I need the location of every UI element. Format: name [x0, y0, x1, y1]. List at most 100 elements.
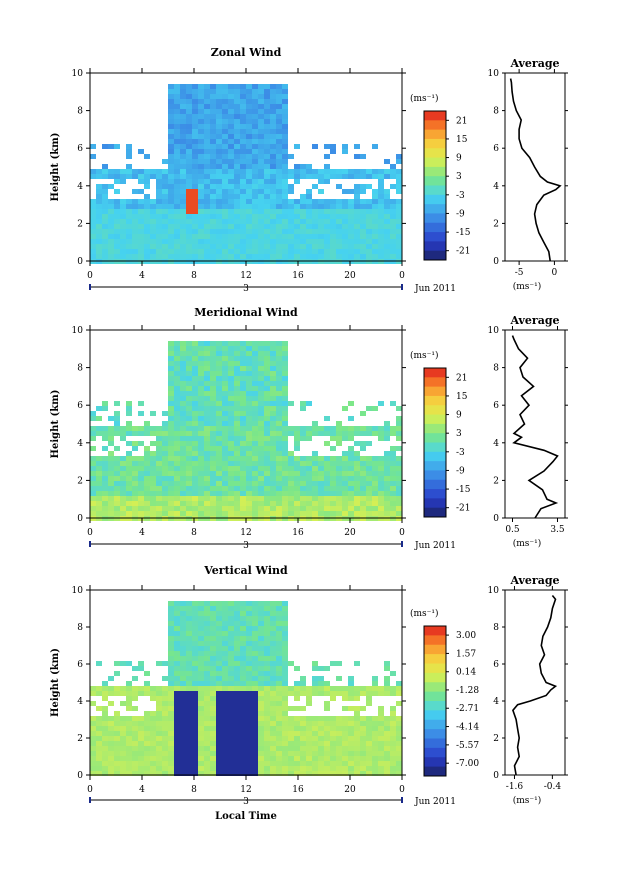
- heatmap-cell: [264, 139, 270, 144]
- heatmap-cell: [300, 751, 306, 756]
- heatmap-cell: [132, 476, 138, 481]
- heatmap-cell: [342, 496, 348, 501]
- heatmap-cell: [222, 716, 228, 721]
- heatmap-cell: [318, 426, 324, 431]
- heatmap-cell: [138, 471, 144, 476]
- heatmap-cell: [270, 641, 276, 646]
- heatmap-cell: [120, 426, 126, 431]
- heatmap-cell: [222, 366, 228, 371]
- heatmap-cell: [258, 154, 264, 159]
- heatmap-cell: [198, 761, 204, 766]
- heatmap-cell: [222, 431, 228, 436]
- heatmap-cell: [168, 721, 174, 726]
- heatmap-cell: [324, 761, 330, 766]
- heatmap-cell: [180, 741, 186, 746]
- heatmap-cell: [372, 471, 378, 476]
- heatmap-cell: [132, 731, 138, 736]
- heatmap-cell: [210, 244, 216, 249]
- heatmap-cell: [234, 651, 240, 656]
- heatmap-cell: [102, 506, 108, 511]
- heatmap-cell: [216, 119, 222, 124]
- heatmap-cell: [246, 254, 252, 259]
- heatmap-cell: [258, 721, 264, 726]
- heatmap-cell: [114, 771, 120, 776]
- heatmap-cell: [222, 481, 228, 486]
- heatmap-cell: [330, 174, 336, 179]
- heatmap-cell: [336, 239, 342, 244]
- heatmap-cell: [216, 401, 222, 406]
- heatmap-cell: [168, 179, 174, 184]
- heatmap-cell: [348, 476, 354, 481]
- heatmap-cell: [270, 134, 276, 139]
- heatmap-cell: [246, 94, 252, 99]
- heatmap-cell: [102, 431, 108, 436]
- heatmap-cell: [366, 239, 372, 244]
- heatmap-cell: [372, 756, 378, 761]
- heatmap-cell: [168, 184, 174, 189]
- heatmap-cell: [210, 726, 216, 731]
- heatmap-cell: [258, 716, 264, 721]
- heatmap-cell: [186, 154, 192, 159]
- heatmap-cell: [150, 224, 156, 229]
- heatmap-cell: [96, 771, 102, 776]
- heatmap-cell: [264, 351, 270, 356]
- heatmap-cell: [234, 194, 240, 199]
- heatmap-cell: [204, 756, 210, 761]
- heatmap-cell: [252, 646, 258, 651]
- heatmap-cell: [366, 701, 372, 706]
- heatmap-cell: [228, 124, 234, 129]
- heatmap-cell: [150, 471, 156, 476]
- heatmap-cell: [342, 144, 348, 149]
- heatmap-cell: [264, 134, 270, 139]
- heatmap-cell: [366, 751, 372, 756]
- heatmap-cell: [222, 746, 228, 751]
- heatmap-cell: [228, 626, 234, 631]
- heatmap-cell: [168, 169, 174, 174]
- heatmap-cell: [216, 446, 222, 451]
- heatmap-cell: [102, 229, 108, 234]
- heatmap-cell: [180, 736, 186, 741]
- heatmap-cell: [174, 109, 180, 114]
- heatmap-cell: [102, 731, 108, 736]
- heatmap-cell: [132, 224, 138, 229]
- heatmap-cell: [138, 691, 144, 696]
- heatmap-cell: [384, 736, 390, 741]
- heatmap-cell: [216, 681, 222, 686]
- heatmap-cell: [180, 249, 186, 254]
- heatmap-cell: [126, 224, 132, 229]
- heatmap-cell: [234, 209, 240, 214]
- heatmap-cell: [156, 701, 162, 706]
- heatmap-cell: [342, 716, 348, 721]
- heatmap-cell: [156, 451, 162, 456]
- heatmap-cell: [396, 771, 402, 776]
- heatmap-cell: [180, 229, 186, 234]
- heatmap-cell: [138, 766, 144, 771]
- heatmap-cell: [210, 661, 216, 666]
- heatmap-cell: [234, 239, 240, 244]
- heatmap-cell: [360, 154, 366, 159]
- heatmap-cell: [138, 511, 144, 516]
- heatmap-cell: [210, 381, 216, 386]
- heatmap-cell: [90, 496, 96, 501]
- heatmap-cell: [210, 641, 216, 646]
- heatmap-cell: [102, 164, 108, 169]
- heatmap-cell: [180, 164, 186, 169]
- heatmap-cell: [246, 686, 252, 691]
- heatmap-cell: [156, 481, 162, 486]
- heatmap-cell: [120, 214, 126, 219]
- heatmap-cell: [210, 446, 216, 451]
- heatmap-cell: [168, 431, 174, 436]
- heatmap-cell: [168, 371, 174, 376]
- heatmap-cell: [216, 696, 222, 701]
- heatmap-cell: [174, 646, 180, 651]
- heatmap-cell: [264, 154, 270, 159]
- heatmap-cell: [114, 219, 120, 224]
- heatmap-cell: [174, 626, 180, 631]
- heatmap-cell: [228, 346, 234, 351]
- colorbar-band: [424, 701, 446, 711]
- heatmap-cell: [168, 401, 174, 406]
- heatmap-cell: [348, 244, 354, 249]
- heatmap-cell: [396, 204, 402, 209]
- heatmap-cell: [198, 179, 204, 184]
- heatmap-cell: [198, 189, 204, 194]
